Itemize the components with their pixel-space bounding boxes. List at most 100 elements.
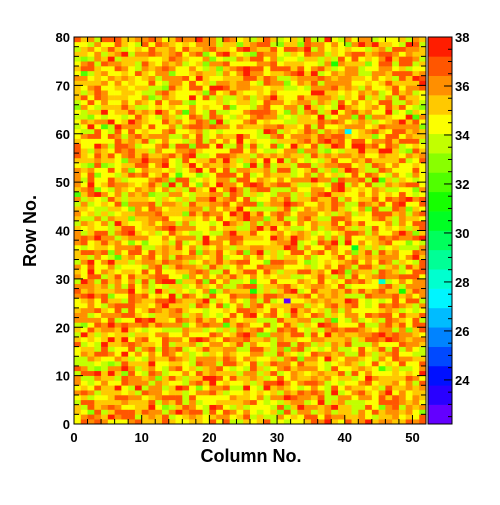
heatmap-cell bbox=[283, 327, 291, 333]
heatmap-cell bbox=[114, 66, 122, 72]
heatmap-cell bbox=[351, 211, 359, 217]
heatmap-cell bbox=[385, 303, 393, 309]
heatmap-cell bbox=[101, 375, 109, 381]
heatmap-cell bbox=[392, 240, 400, 246]
heatmap-cell bbox=[297, 278, 305, 285]
heatmap-cell bbox=[297, 341, 305, 347]
heatmap-cell bbox=[304, 283, 312, 289]
heatmap-cell bbox=[80, 124, 88, 130]
heatmap-cell bbox=[290, 404, 298, 410]
heatmap-cell bbox=[168, 283, 176, 289]
heatmap-cell bbox=[310, 51, 318, 57]
heatmap-cell bbox=[277, 143, 285, 149]
heatmap-cell bbox=[250, 303, 258, 309]
heatmap-cell bbox=[412, 375, 420, 381]
heatmap-cell bbox=[256, 172, 264, 178]
heatmap-cell bbox=[317, 409, 325, 415]
heatmap-cell bbox=[365, 409, 373, 415]
heatmap-cell bbox=[283, 390, 291, 396]
heatmap-cell bbox=[229, 51, 237, 57]
heatmap-cell bbox=[182, 186, 190, 193]
heatmap-cell bbox=[290, 409, 298, 415]
heatmap-cell bbox=[101, 138, 109, 144]
heatmap-cell bbox=[344, 385, 352, 391]
heatmap-cell bbox=[80, 235, 88, 241]
heatmap-cell bbox=[175, 245, 183, 251]
heatmap-cell bbox=[344, 51, 352, 57]
heatmap-cell bbox=[87, 254, 95, 260]
heatmap-cell bbox=[277, 259, 285, 265]
heatmap-cell bbox=[385, 317, 393, 323]
heatmap-cell bbox=[331, 37, 339, 43]
heatmap-cell bbox=[155, 80, 163, 86]
heatmap-cell bbox=[168, 99, 176, 106]
heatmap-cell bbox=[94, 220, 102, 226]
heatmap-cell bbox=[114, 278, 122, 285]
heatmap-cell bbox=[270, 380, 278, 386]
heatmap-cell bbox=[392, 307, 400, 314]
heatmap-cell bbox=[277, 249, 285, 255]
heatmap-cell bbox=[222, 361, 230, 367]
heatmap-cell bbox=[263, 419, 271, 425]
heatmap-cell bbox=[114, 269, 122, 275]
heatmap-cell bbox=[128, 172, 136, 178]
heatmap-cell bbox=[338, 336, 346, 343]
heatmap-cell bbox=[101, 351, 109, 357]
heatmap-cell bbox=[270, 157, 278, 164]
heatmap-cell bbox=[80, 186, 88, 193]
heatmap-cell bbox=[209, 153, 217, 159]
heatmap-cell bbox=[419, 186, 427, 193]
heatmap-cell bbox=[155, 404, 163, 410]
heatmap-cell bbox=[168, 361, 176, 367]
heatmap-cell bbox=[385, 90, 393, 96]
heatmap-cell bbox=[182, 288, 190, 294]
heatmap-cell bbox=[371, 419, 379, 425]
heatmap-cell bbox=[195, 361, 203, 367]
heatmap-cell bbox=[222, 327, 230, 333]
heatmap-cell bbox=[134, 327, 142, 333]
heatmap-cell bbox=[283, 404, 291, 410]
heatmap-cell bbox=[338, 254, 346, 260]
heatmap-cell bbox=[358, 56, 366, 62]
heatmap-cell bbox=[392, 41, 400, 47]
heatmap-cell bbox=[324, 380, 332, 386]
heatmap-cell bbox=[121, 307, 129, 314]
heatmap-cell bbox=[87, 104, 95, 110]
heatmap-cell bbox=[155, 90, 163, 96]
heatmap-cell bbox=[222, 264, 230, 270]
heatmap-cell bbox=[121, 182, 129, 188]
heatmap-cell bbox=[209, 196, 217, 202]
heatmap-cell bbox=[256, 399, 264, 405]
x-tick-label: 20 bbox=[202, 430, 216, 445]
heatmap-cell bbox=[148, 385, 156, 391]
heatmap-cell bbox=[256, 370, 264, 376]
heatmap-cell bbox=[317, 182, 325, 188]
heatmap-cell bbox=[338, 409, 346, 415]
heatmap-cell bbox=[365, 336, 373, 343]
heatmap-cell bbox=[236, 211, 244, 217]
y-tick-label: 60 bbox=[56, 127, 70, 142]
heatmap-cell bbox=[371, 288, 379, 294]
heatmap-cell bbox=[290, 70, 298, 76]
heatmap-cell bbox=[236, 124, 244, 130]
heatmap-cell bbox=[344, 119, 352, 125]
heatmap-cell bbox=[182, 365, 190, 372]
heatmap-cell bbox=[202, 307, 210, 314]
heatmap-cell bbox=[392, 75, 400, 81]
heatmap-cell bbox=[128, 288, 136, 294]
heatmap-cell bbox=[114, 404, 122, 410]
heatmap-cell bbox=[250, 283, 258, 289]
heatmap-cell bbox=[331, 124, 339, 130]
heatmap-cell bbox=[250, 375, 258, 381]
heatmap-cell bbox=[338, 346, 346, 352]
heatmap-cell bbox=[114, 385, 122, 391]
heatmap-cell bbox=[101, 196, 109, 202]
heatmap-cell bbox=[189, 119, 197, 125]
heatmap-cell bbox=[175, 298, 183, 304]
heatmap-cell bbox=[317, 201, 325, 207]
heatmap-cell bbox=[74, 225, 82, 231]
heatmap-cell bbox=[263, 148, 271, 154]
heatmap-cell bbox=[141, 46, 149, 52]
heatmap-cell bbox=[385, 37, 393, 43]
heatmap-cell bbox=[256, 51, 264, 57]
